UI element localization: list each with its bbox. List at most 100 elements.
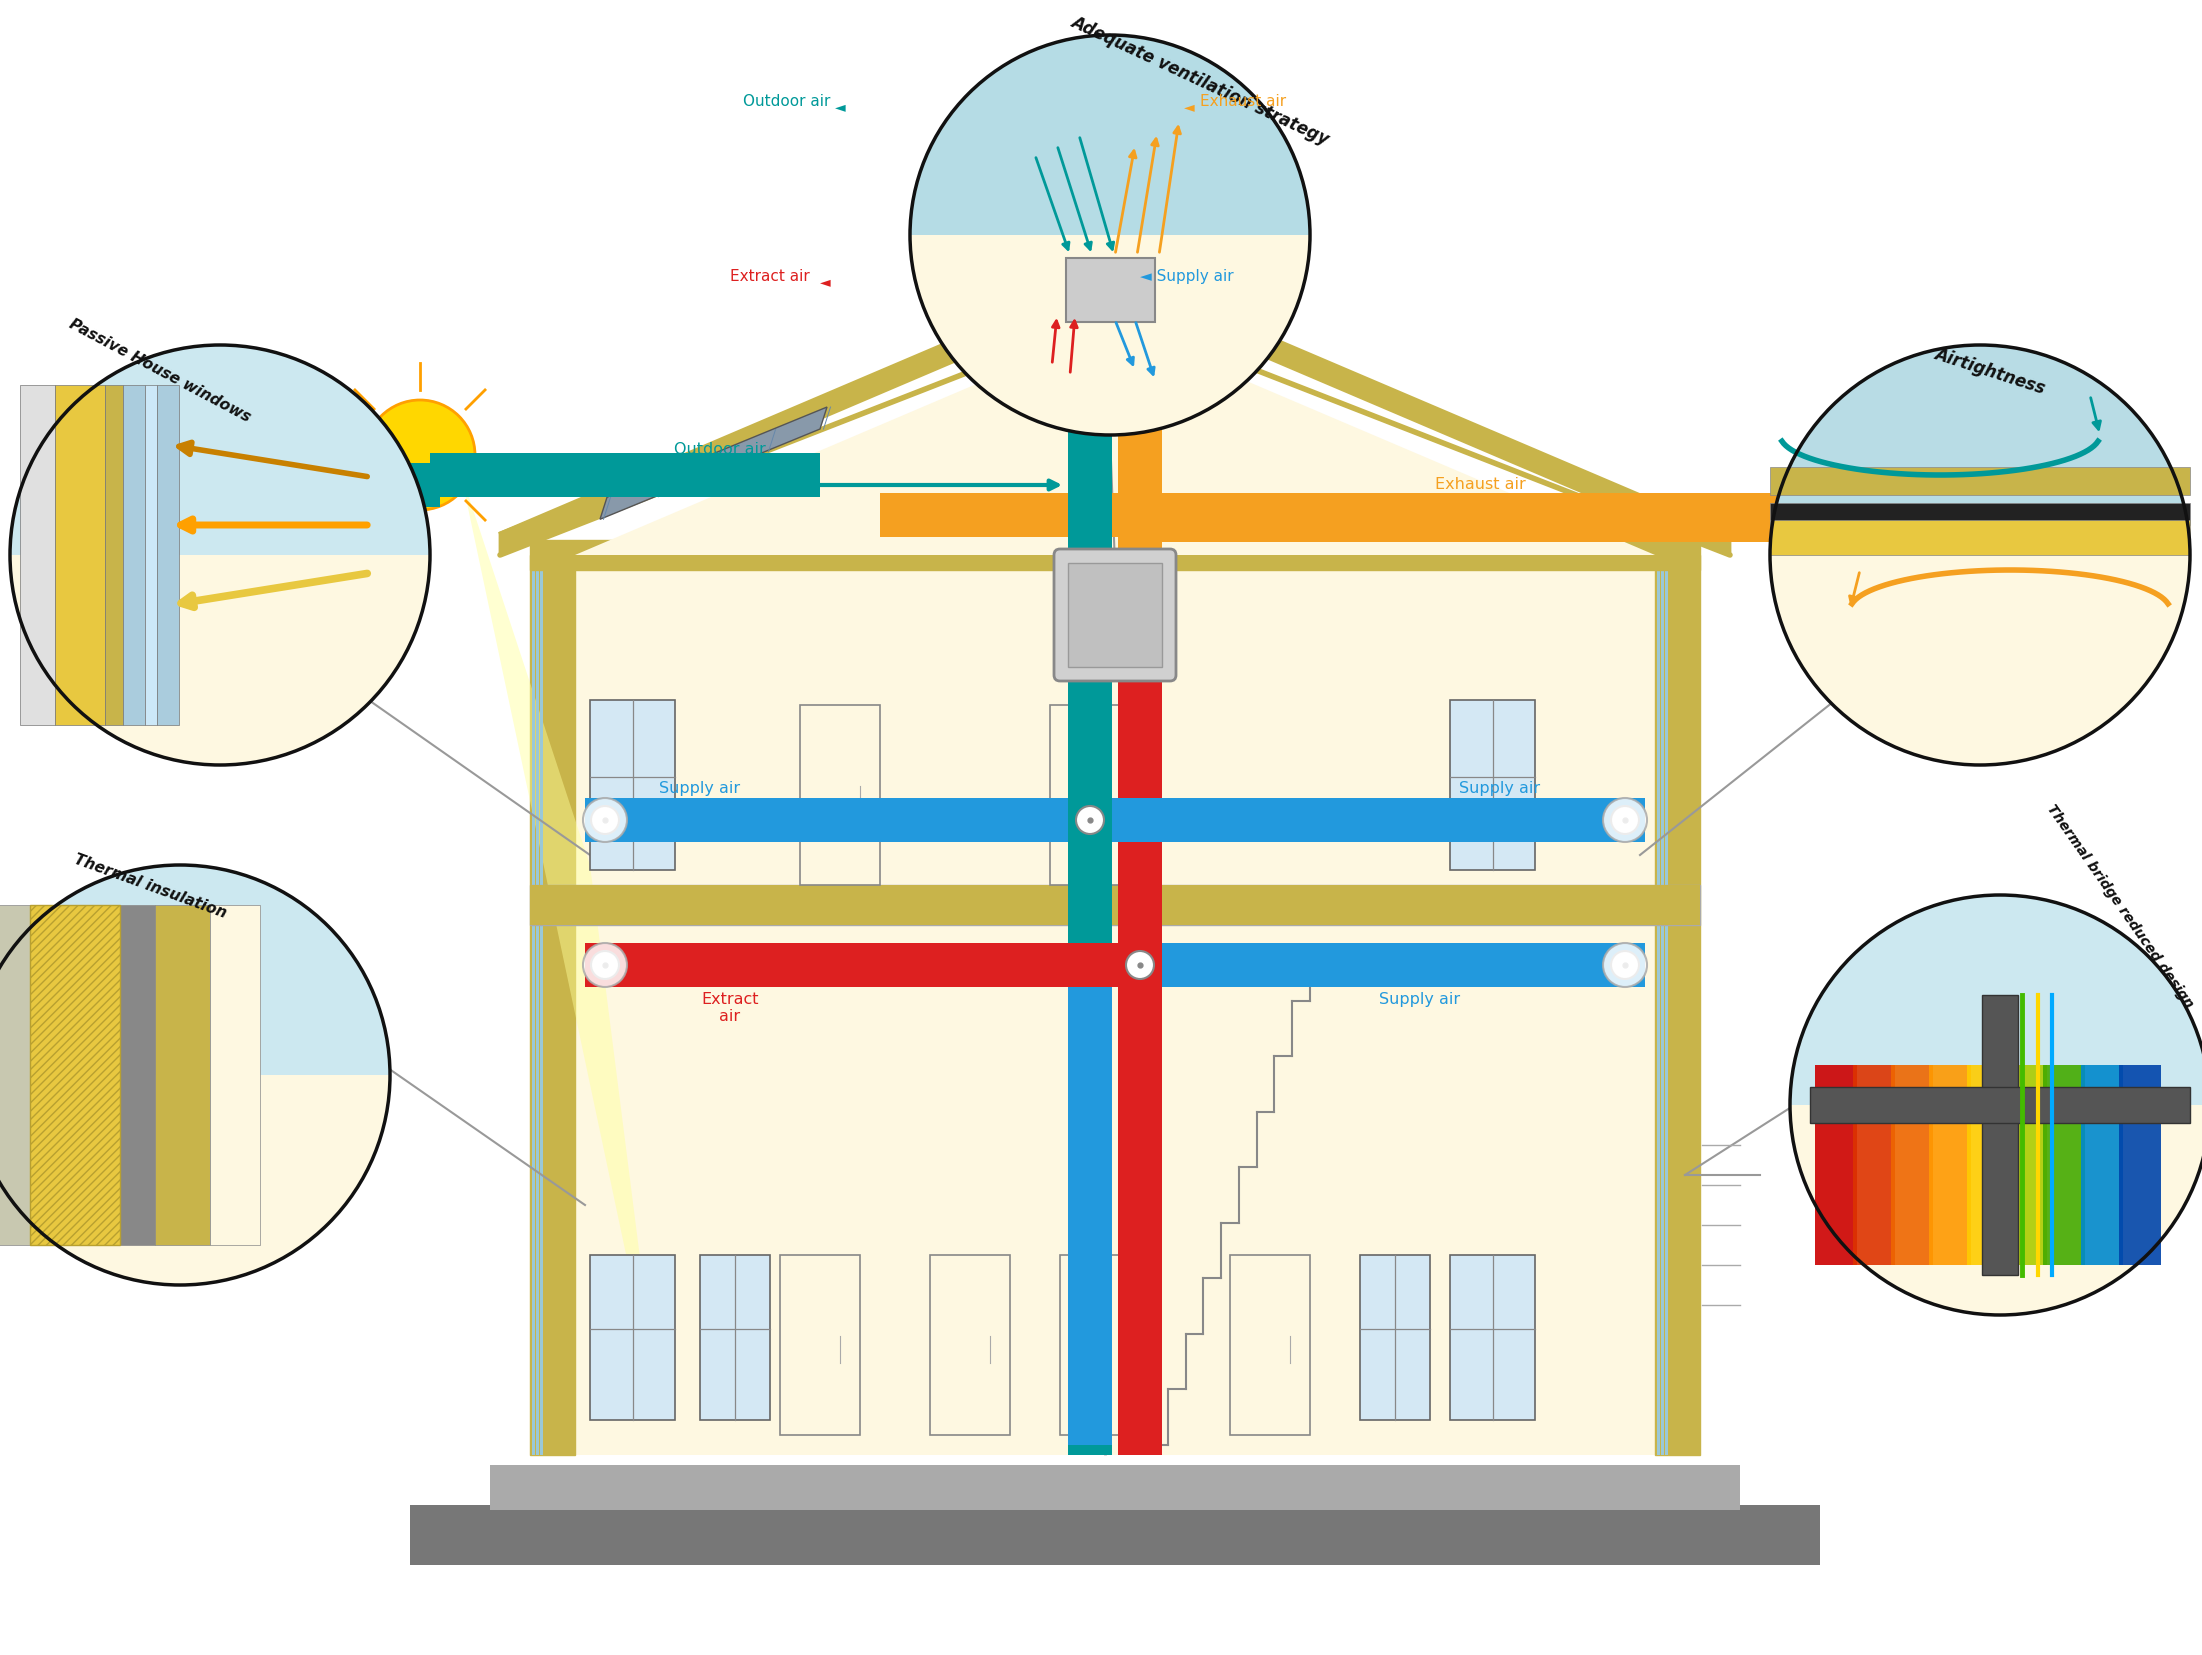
FancyBboxPatch shape — [429, 453, 819, 498]
FancyBboxPatch shape — [154, 905, 209, 1245]
FancyBboxPatch shape — [491, 1465, 1740, 1509]
Text: Supply air: Supply air — [658, 781, 740, 796]
FancyBboxPatch shape — [2118, 1066, 2160, 1264]
Circle shape — [366, 401, 476, 511]
FancyBboxPatch shape — [1656, 556, 1700, 1455]
FancyBboxPatch shape — [1059, 1254, 1141, 1435]
Text: Extract
air: Extract air — [700, 991, 760, 1023]
Circle shape — [1077, 806, 1103, 834]
Wedge shape — [1790, 1106, 2202, 1316]
FancyBboxPatch shape — [123, 386, 145, 725]
Text: ◄ Supply air: ◄ Supply air — [1141, 268, 1233, 283]
FancyBboxPatch shape — [1112, 798, 1645, 842]
FancyBboxPatch shape — [1929, 1066, 1971, 1264]
FancyBboxPatch shape — [1854, 1066, 1896, 1264]
FancyBboxPatch shape — [1892, 1066, 1933, 1264]
FancyBboxPatch shape — [590, 700, 676, 871]
FancyBboxPatch shape — [1449, 700, 1535, 871]
FancyBboxPatch shape — [410, 1504, 1821, 1566]
FancyBboxPatch shape — [1770, 468, 2191, 496]
FancyBboxPatch shape — [1068, 564, 1163, 667]
FancyBboxPatch shape — [1055, 549, 1176, 682]
Wedge shape — [0, 866, 390, 1076]
FancyBboxPatch shape — [590, 1254, 676, 1420]
FancyBboxPatch shape — [1665, 556, 1667, 1455]
FancyBboxPatch shape — [31, 905, 119, 1245]
Wedge shape — [11, 346, 429, 556]
FancyBboxPatch shape — [929, 1254, 1011, 1435]
Circle shape — [1125, 952, 1154, 980]
Circle shape — [1612, 806, 1638, 834]
FancyBboxPatch shape — [20, 386, 55, 725]
FancyBboxPatch shape — [1119, 366, 1163, 556]
FancyBboxPatch shape — [209, 905, 260, 1245]
FancyBboxPatch shape — [1982, 995, 2017, 1276]
FancyBboxPatch shape — [1050, 705, 1130, 885]
Wedge shape — [1770, 346, 2191, 556]
FancyBboxPatch shape — [799, 705, 881, 885]
Wedge shape — [909, 36, 1310, 237]
FancyBboxPatch shape — [1810, 1087, 2191, 1124]
Circle shape — [590, 952, 619, 980]
Text: Supply air: Supply air — [1460, 781, 1541, 796]
Wedge shape — [0, 1076, 390, 1286]
Wedge shape — [1770, 556, 2191, 766]
Text: Supply air: Supply air — [1378, 991, 1460, 1006]
FancyBboxPatch shape — [1656, 556, 1660, 1455]
FancyBboxPatch shape — [881, 493, 1799, 538]
FancyBboxPatch shape — [1119, 498, 1163, 556]
Circle shape — [590, 806, 619, 834]
FancyBboxPatch shape — [1163, 943, 1645, 988]
FancyBboxPatch shape — [1361, 1254, 1429, 1420]
FancyBboxPatch shape — [700, 1254, 771, 1420]
FancyBboxPatch shape — [1068, 366, 1112, 556]
FancyBboxPatch shape — [2081, 1066, 2123, 1264]
FancyBboxPatch shape — [156, 386, 178, 725]
FancyBboxPatch shape — [1449, 1254, 1535, 1420]
Text: Exhaust air: Exhaust air — [1200, 94, 1286, 109]
Circle shape — [584, 798, 628, 842]
Text: ◄: ◄ — [835, 99, 846, 114]
FancyBboxPatch shape — [531, 556, 575, 1455]
Wedge shape — [909, 237, 1310, 435]
FancyBboxPatch shape — [780, 1254, 861, 1435]
FancyBboxPatch shape — [539, 556, 542, 1455]
FancyBboxPatch shape — [0, 905, 31, 1245]
FancyBboxPatch shape — [1068, 675, 1112, 842]
FancyBboxPatch shape — [1770, 521, 2191, 556]
Polygon shape — [500, 271, 1731, 556]
FancyBboxPatch shape — [1163, 498, 1790, 543]
Polygon shape — [460, 470, 661, 1415]
FancyBboxPatch shape — [531, 885, 1700, 925]
Text: Exhaust air: Exhaust air — [1436, 477, 1526, 492]
FancyBboxPatch shape — [586, 798, 1068, 842]
Text: Thermal bridge reduced design: Thermal bridge reduced design — [2043, 801, 2195, 1010]
FancyBboxPatch shape — [1068, 463, 1112, 556]
FancyBboxPatch shape — [533, 556, 535, 1455]
Polygon shape — [575, 326, 1656, 556]
FancyBboxPatch shape — [2043, 1066, 2085, 1264]
Text: Outdoor air: Outdoor air — [674, 442, 766, 457]
FancyBboxPatch shape — [145, 386, 156, 725]
Text: ◄: ◄ — [819, 275, 830, 290]
Text: ◄: ◄ — [1185, 99, 1196, 114]
FancyBboxPatch shape — [586, 943, 1119, 988]
FancyBboxPatch shape — [1066, 258, 1154, 323]
FancyBboxPatch shape — [575, 556, 1656, 1455]
Wedge shape — [11, 556, 429, 766]
Text: Adequate ventilation strategy: Adequate ventilation strategy — [1068, 13, 1332, 149]
FancyBboxPatch shape — [106, 386, 123, 725]
Text: Outdoor air: Outdoor air — [742, 94, 830, 109]
FancyBboxPatch shape — [1119, 675, 1163, 1455]
FancyBboxPatch shape — [24, 463, 440, 508]
FancyBboxPatch shape — [1068, 988, 1112, 1445]
FancyBboxPatch shape — [119, 905, 154, 1245]
FancyBboxPatch shape — [2006, 1066, 2048, 1264]
FancyBboxPatch shape — [531, 541, 1700, 571]
FancyBboxPatch shape — [535, 556, 539, 1455]
Circle shape — [1603, 943, 1647, 988]
Text: Thermal insulation: Thermal insulation — [73, 851, 229, 920]
Text: Airtightness: Airtightness — [1933, 344, 2048, 397]
FancyBboxPatch shape — [531, 885, 1700, 925]
FancyBboxPatch shape — [1231, 1254, 1310, 1435]
